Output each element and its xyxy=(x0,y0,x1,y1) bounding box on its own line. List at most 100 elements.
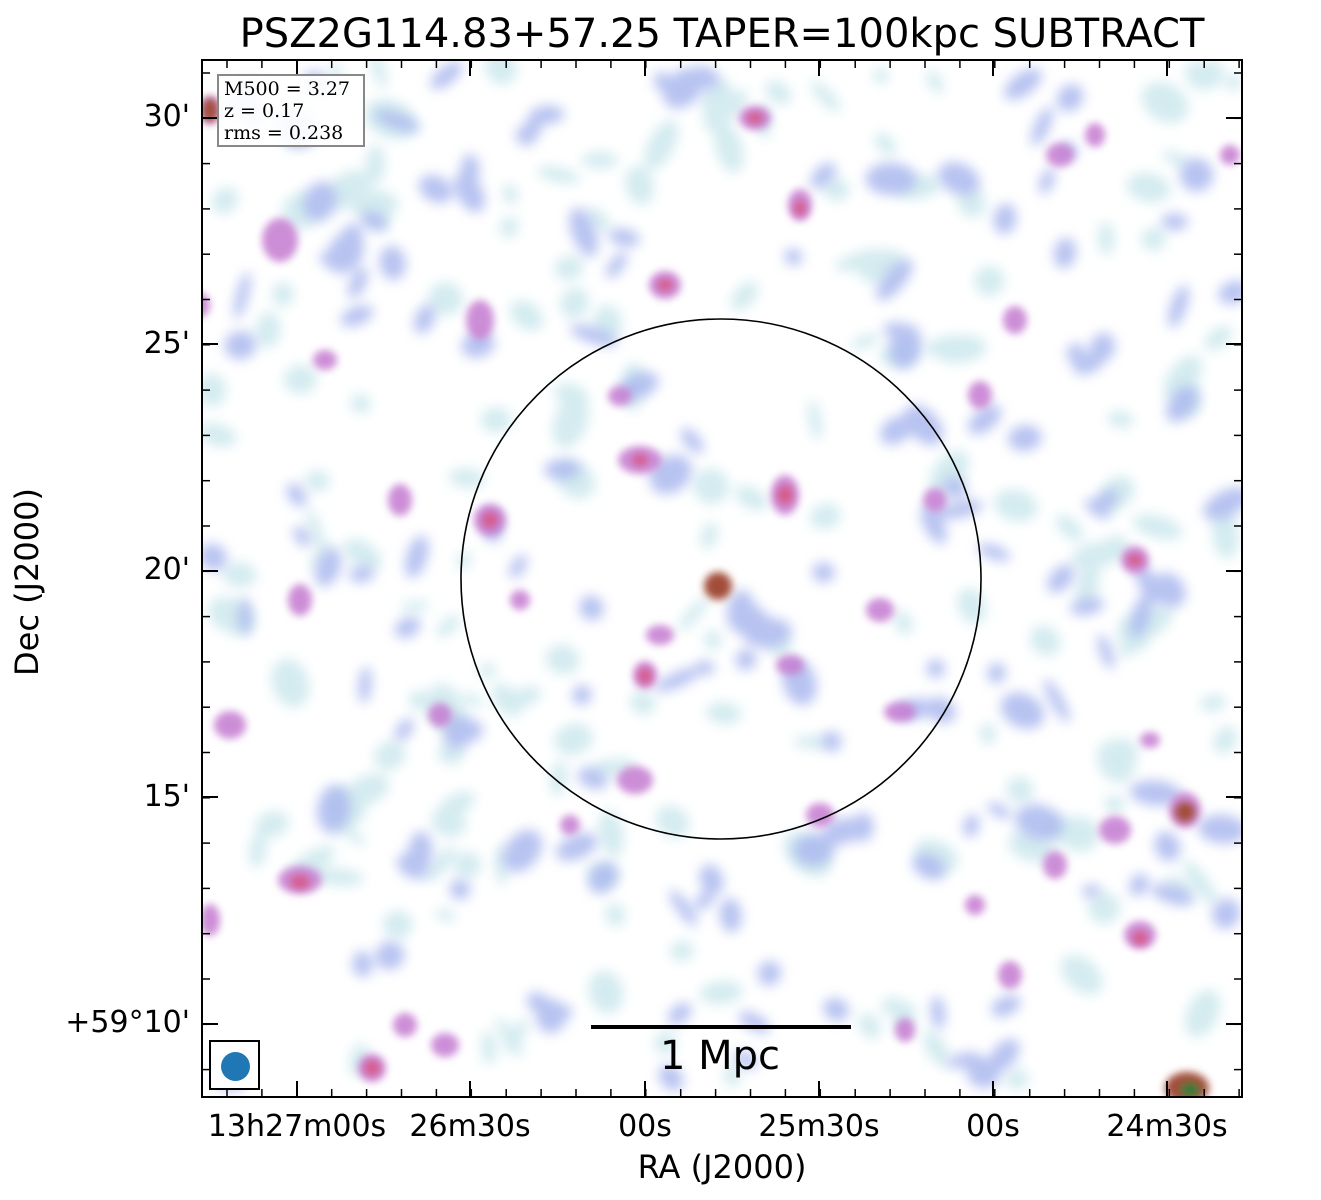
emission-blob xyxy=(987,662,1006,684)
emission-blob xyxy=(348,267,368,299)
emission-blob xyxy=(491,683,523,717)
emission-blob xyxy=(719,898,742,933)
emission-blob xyxy=(283,364,318,394)
xtick-label: 13h27m00s xyxy=(207,1109,387,1144)
emission-blob xyxy=(657,279,673,291)
emission-blob xyxy=(510,300,544,331)
emission-blob xyxy=(1031,106,1053,146)
emission-blob xyxy=(569,207,598,257)
emission-blob xyxy=(925,335,981,359)
emission-blob xyxy=(810,503,841,530)
emission-blob xyxy=(850,333,880,350)
emission-blob xyxy=(349,189,399,219)
emission-blob xyxy=(1030,625,1061,656)
emission-blob xyxy=(481,1030,497,1065)
emission-blob xyxy=(678,597,709,631)
emission-blob xyxy=(352,951,373,978)
emission-blob xyxy=(822,817,862,845)
emission-blob xyxy=(1088,892,1121,924)
emission-blob xyxy=(1129,873,1149,896)
emission-blob xyxy=(727,89,748,119)
emission-blob xyxy=(930,995,946,1030)
emission-blob xyxy=(1060,954,1103,995)
emission-blob xyxy=(1099,816,1131,844)
emission-blob xyxy=(1220,145,1240,165)
emission-blob xyxy=(436,615,461,637)
emission-blob xyxy=(202,373,227,407)
emission-blob xyxy=(202,904,220,936)
emission-blob xyxy=(358,666,372,704)
emission-blob xyxy=(880,415,913,445)
emission-blob xyxy=(222,562,257,588)
plot-title: PSZ2G114.83+57.25 TAPER=100kpc SUBTRACT xyxy=(239,11,1205,57)
emission-blob xyxy=(991,994,1021,1017)
emission-blob xyxy=(1006,776,1034,804)
emission-blob xyxy=(793,735,829,749)
emission-blob xyxy=(923,1030,950,1068)
emission-blob xyxy=(374,741,406,770)
emission-blob xyxy=(382,910,413,939)
emission-blob xyxy=(480,407,512,433)
xtick-label: 25m30s xyxy=(758,1109,880,1144)
emission-blob xyxy=(1141,81,1189,123)
emission-blob xyxy=(654,667,701,692)
emission-blob xyxy=(1213,726,1238,754)
emission-blob xyxy=(413,304,436,334)
emission-blob xyxy=(923,488,947,512)
emission-blob xyxy=(449,879,471,900)
emission-blob xyxy=(823,177,850,202)
emission-blob xyxy=(495,1017,523,1057)
emission-blob xyxy=(1132,931,1148,945)
xtick-label: 00s xyxy=(966,1109,1020,1144)
emission-blob xyxy=(865,162,917,196)
emission-blob xyxy=(430,61,463,90)
emission-blob xyxy=(646,625,674,645)
emission-blob xyxy=(987,802,1011,819)
emission-blob xyxy=(693,468,729,504)
emission-blob xyxy=(638,668,652,684)
emission-blob xyxy=(1197,814,1242,844)
scale-bar-label: 1 Mpc xyxy=(659,1033,781,1079)
emission-blob xyxy=(233,271,251,320)
emission-blob xyxy=(834,248,888,272)
x-axis-label: RA (J2000) xyxy=(637,1148,807,1186)
emission-blob xyxy=(290,875,310,889)
emission-blob xyxy=(989,1038,1020,1072)
emission-blob xyxy=(1225,74,1242,91)
emission-blob xyxy=(1203,487,1242,520)
emission-blob xyxy=(537,166,580,184)
beam-ellipse-icon xyxy=(221,1052,250,1081)
emission-blob xyxy=(1151,883,1194,906)
emission-blob xyxy=(1127,554,1143,566)
emission-blob xyxy=(560,815,580,835)
emission-blob xyxy=(569,324,618,346)
ytick-label: 15' xyxy=(143,779,190,814)
emission-blob xyxy=(214,711,246,739)
emission-blob xyxy=(293,526,311,547)
emission-blob xyxy=(598,810,624,858)
emission-blob xyxy=(1056,84,1084,112)
emission-blob xyxy=(224,330,257,360)
emission-blob xyxy=(255,811,289,838)
emission-blob xyxy=(1168,285,1189,328)
emission-blob xyxy=(1141,227,1166,251)
emission-blob xyxy=(644,119,679,171)
plot-frame xyxy=(201,59,1243,1098)
emission-blob xyxy=(605,252,628,279)
emission-blob xyxy=(479,662,496,679)
emission-blob xyxy=(1211,508,1239,559)
emission-blob xyxy=(409,690,429,712)
emission-blob xyxy=(658,1064,684,1091)
info-box: M500 = 3.27 z = 0.17 rms = 0.238 xyxy=(217,74,365,147)
emission-blob xyxy=(1097,739,1135,783)
emission-blob xyxy=(806,803,834,827)
emission-blob xyxy=(509,554,528,579)
emission-blob xyxy=(670,940,694,962)
emission-blob xyxy=(364,1060,380,1076)
emission-blob xyxy=(998,961,1022,989)
emission-blob xyxy=(974,266,1005,296)
emission-blob xyxy=(1085,123,1105,147)
emission-blob xyxy=(374,110,420,132)
emission-blob xyxy=(1076,559,1100,607)
